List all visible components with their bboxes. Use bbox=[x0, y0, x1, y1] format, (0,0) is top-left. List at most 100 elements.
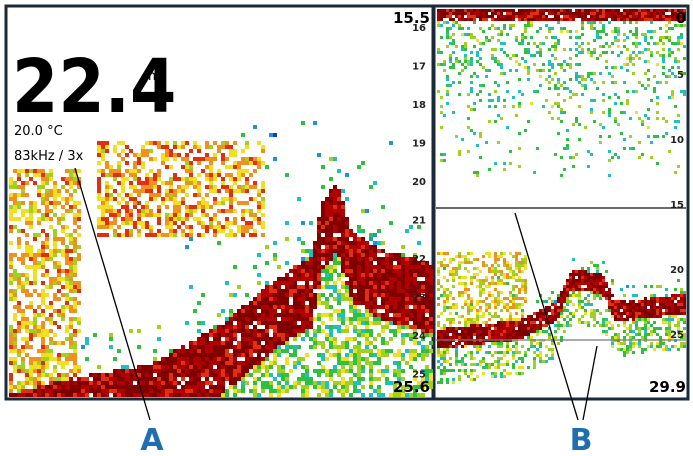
echo-cell bbox=[458, 93, 461, 96]
echo-cell bbox=[497, 321, 500, 324]
echo-cell bbox=[109, 337, 113, 341]
echo-cell bbox=[125, 229, 129, 233]
echo-cell bbox=[578, 51, 581, 54]
echo-cell bbox=[265, 313, 269, 317]
echo-cell bbox=[221, 177, 225, 181]
echo-cell bbox=[257, 301, 261, 305]
echo-cell bbox=[608, 300, 611, 303]
echo-cell bbox=[566, 279, 569, 282]
echo-cell bbox=[608, 321, 611, 324]
echo-cell bbox=[569, 36, 572, 39]
echo-cell bbox=[497, 264, 500, 267]
echo-cell bbox=[329, 277, 333, 281]
echo-cell bbox=[476, 330, 479, 333]
echo-cell bbox=[361, 329, 365, 333]
echo-cell bbox=[149, 149, 153, 153]
echo-cell bbox=[9, 325, 13, 329]
echo-cell bbox=[635, 45, 638, 48]
echo-cell bbox=[321, 237, 325, 241]
echo-cell bbox=[373, 245, 377, 249]
echo-cell bbox=[213, 377, 217, 381]
echo-cell bbox=[644, 48, 647, 51]
echo-cell bbox=[17, 169, 21, 173]
echo-cell bbox=[473, 9, 476, 12]
echo-cell bbox=[443, 114, 446, 117]
echo-cell bbox=[578, 282, 581, 285]
echo-cell bbox=[141, 385, 145, 389]
echo-cell bbox=[491, 18, 494, 21]
echo-cell bbox=[554, 45, 557, 48]
echo-cell bbox=[536, 312, 539, 315]
echo-cell bbox=[97, 185, 101, 189]
echo-cell bbox=[369, 309, 373, 313]
echo-cell bbox=[393, 257, 397, 261]
echo-cell bbox=[503, 258, 506, 261]
echo-cell bbox=[221, 393, 225, 397]
echo-cell bbox=[641, 84, 644, 87]
echo-cell bbox=[620, 348, 623, 351]
echo-cell bbox=[281, 373, 285, 377]
echo-cell bbox=[361, 321, 365, 325]
echo-cell bbox=[225, 357, 229, 361]
echo-cell bbox=[209, 161, 213, 165]
echo-cell bbox=[293, 269, 297, 273]
echo-cell bbox=[533, 363, 536, 366]
echo-cell bbox=[305, 313, 309, 317]
echo-cell bbox=[129, 369, 133, 373]
echo-cell bbox=[533, 360, 536, 363]
echo-cell bbox=[611, 66, 614, 69]
echo-cell bbox=[61, 249, 65, 253]
echo-cell bbox=[623, 324, 626, 327]
echo-cell bbox=[169, 389, 173, 393]
echo-cell bbox=[497, 291, 500, 294]
echo-cell bbox=[397, 301, 401, 305]
echo-cell bbox=[17, 365, 21, 369]
echo-cell bbox=[641, 306, 644, 309]
echo-cell bbox=[293, 381, 297, 385]
echo-cell bbox=[137, 177, 141, 181]
echo-cell bbox=[45, 181, 49, 185]
echo-cell bbox=[506, 321, 509, 324]
echo-cell bbox=[470, 303, 473, 306]
echo-cell bbox=[177, 373, 181, 377]
echo-cell bbox=[65, 197, 69, 201]
echo-cell bbox=[413, 313, 417, 317]
echo-cell bbox=[569, 312, 572, 315]
echo-cell bbox=[515, 69, 518, 72]
echo-cell bbox=[241, 313, 245, 317]
echo-cell bbox=[443, 336, 446, 339]
echo-cell bbox=[109, 185, 113, 189]
echo-cell bbox=[321, 217, 325, 221]
echo-cell bbox=[77, 177, 81, 181]
echo-cell bbox=[515, 60, 518, 63]
echo-cell bbox=[473, 276, 476, 279]
echo-cell bbox=[584, 126, 587, 129]
echo-cell bbox=[77, 217, 81, 221]
echo-cell bbox=[518, 333, 521, 336]
echo-cell bbox=[608, 9, 611, 12]
echo-cell bbox=[560, 84, 563, 87]
echo-cell bbox=[313, 317, 317, 321]
echo-cell bbox=[301, 393, 305, 397]
echo-cell bbox=[197, 149, 201, 153]
echo-cell bbox=[429, 317, 433, 321]
echo-cell bbox=[297, 293, 301, 297]
echo-cell bbox=[413, 305, 417, 309]
echo-cell bbox=[512, 270, 515, 273]
echo-cell bbox=[497, 84, 500, 87]
echo-cell bbox=[440, 285, 443, 288]
echo-cell bbox=[357, 285, 361, 289]
echo-cell bbox=[533, 63, 536, 66]
echo-cell bbox=[527, 120, 530, 123]
echo-cell bbox=[503, 162, 506, 165]
echo-cell bbox=[560, 111, 563, 114]
echo-cell bbox=[105, 225, 109, 229]
echo-cell bbox=[530, 36, 533, 39]
echo-cell bbox=[337, 313, 341, 317]
echo-cell bbox=[449, 36, 452, 39]
echo-cell bbox=[587, 282, 590, 285]
echo-cell bbox=[566, 291, 569, 294]
echo-cell bbox=[109, 385, 113, 389]
echo-cell bbox=[37, 373, 41, 377]
echo-cell bbox=[521, 297, 524, 300]
